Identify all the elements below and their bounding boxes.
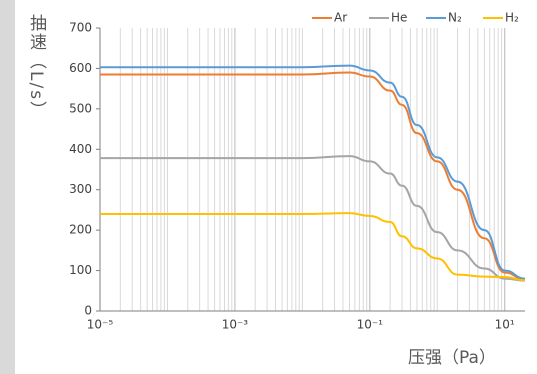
y-tick-label: 700 bbox=[69, 21, 92, 35]
y-tick-label: 200 bbox=[69, 223, 92, 237]
series-line bbox=[100, 71, 526, 281]
y-tick-label: 500 bbox=[69, 101, 92, 115]
legend-label: N₂ bbox=[448, 11, 462, 25]
y-tick-label: 300 bbox=[69, 182, 92, 196]
x-axis-label: 压强（Pa） bbox=[408, 348, 496, 368]
y-tick-label: 0 bbox=[84, 304, 92, 318]
legend-label: H₂ bbox=[505, 11, 519, 25]
x-tick-label: 10⁻¹ bbox=[357, 318, 384, 332]
series-line bbox=[100, 212, 526, 282]
y-tick-label: 100 bbox=[69, 263, 92, 277]
y-tick-label: 400 bbox=[69, 142, 92, 156]
x-tick-label: 10⁻³ bbox=[222, 318, 249, 332]
y-axis-label: 抽速（L/s） bbox=[26, 14, 46, 121]
x-tick-label: 10¹ bbox=[495, 318, 515, 332]
legend-label: Ar bbox=[334, 11, 347, 25]
series-line bbox=[100, 155, 526, 282]
x-tick-label: 10⁻⁵ bbox=[87, 318, 114, 332]
legend-label: He bbox=[391, 11, 407, 25]
series-line bbox=[100, 64, 526, 280]
y-tick-label: 600 bbox=[69, 61, 92, 75]
